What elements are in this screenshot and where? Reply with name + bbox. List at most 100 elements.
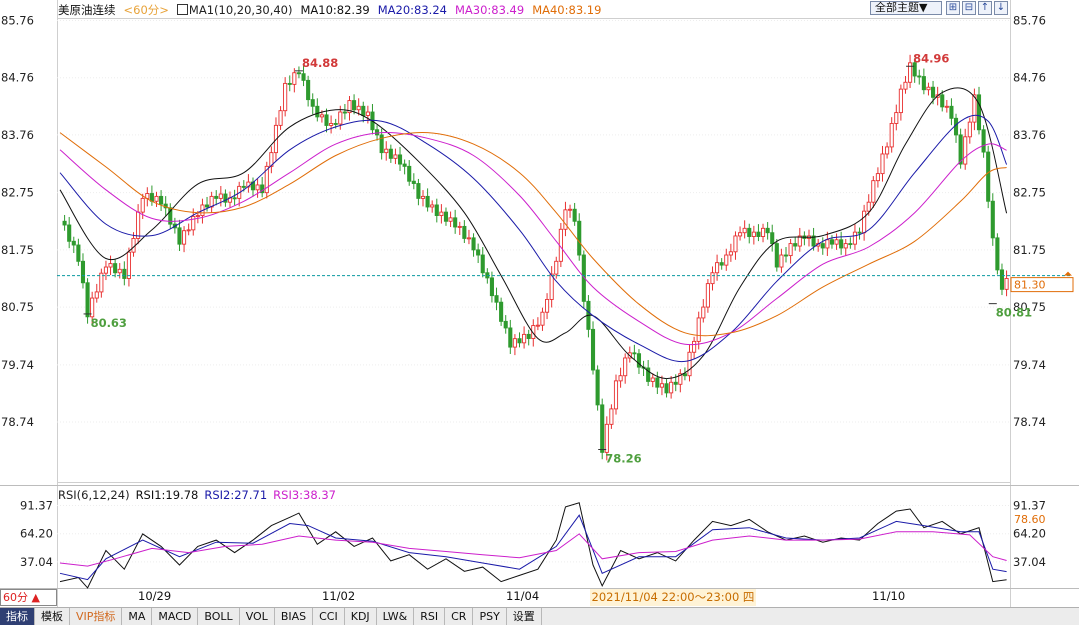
candle-body: [590, 328, 596, 371]
tab-indicators[interactable]: 指标: [0, 608, 35, 625]
candle-body: [310, 99, 315, 107]
candle-body: [388, 148, 393, 159]
high-label: 84.96: [913, 51, 949, 65]
candle-body: [430, 204, 435, 208]
candle-body: [108, 263, 113, 268]
candle-body: [875, 173, 880, 182]
y-tick-label: 84.76: [1, 71, 34, 85]
candle-body: [287, 82, 292, 85]
tab-rsi[interactable]: RSI: [414, 608, 446, 625]
candle-body: [866, 201, 871, 212]
y-tick-label: 82.75: [1, 186, 34, 200]
candle-body: [218, 193, 223, 199]
rsi-current-value: 78.60: [1014, 513, 1046, 526]
candle-body: [508, 327, 513, 348]
y-tick-label: 78.74: [1, 415, 34, 429]
tab-ma[interactable]: MA: [122, 608, 153, 625]
candle-body: [646, 367, 651, 382]
tab-psy[interactable]: PSY: [473, 608, 507, 625]
candle-body: [650, 377, 655, 382]
candle-body: [554, 260, 559, 275]
ma10-value: MA10:82.39: [300, 3, 370, 17]
candle-body: [209, 195, 214, 208]
y-tick-label: 84.76: [1013, 71, 1046, 85]
tab-macd[interactable]: MACD: [152, 608, 199, 625]
candle-body: [99, 272, 104, 293]
theme-select[interactable]: 全部主题▼: [870, 1, 942, 15]
candle-body: [76, 244, 81, 262]
period-button[interactable]: 60分 ▲: [0, 589, 57, 606]
tab-settings[interactable]: 设置: [507, 608, 542, 625]
rsi-tick-label: 91.37: [1013, 499, 1046, 513]
candle-body: [416, 183, 421, 199]
candle-body: [149, 193, 154, 202]
candle-body: [324, 114, 329, 126]
arrow-up-icon[interactable]: ↑: [978, 1, 992, 15]
tab-boll[interactable]: BOLL: [198, 608, 240, 625]
candle-body: [742, 227, 747, 234]
candle-body: [503, 320, 508, 329]
candle-body: [379, 134, 384, 154]
candle-body: [613, 380, 619, 410]
time-label: 11/10: [872, 589, 906, 603]
candle-body: [756, 231, 761, 237]
candle-body: [747, 227, 752, 237]
candle-body: [944, 105, 949, 108]
candle-body: [443, 211, 449, 222]
candle-body: [384, 148, 389, 154]
candle-body: [728, 251, 733, 256]
candle-body: [990, 200, 995, 239]
candle-body: [264, 165, 269, 194]
candle-body: [843, 243, 848, 249]
y-tick-label: 81.75: [1, 243, 34, 257]
candle-body: [540, 311, 545, 326]
current-price-label: 81.30: [1014, 279, 1046, 292]
rsi-params[interactable]: RSI(6,12,24): [58, 488, 130, 502]
candle-body: [839, 239, 844, 249]
candle-body: [182, 230, 187, 245]
current-price-box: [1010, 277, 1074, 293]
candle-body: [894, 112, 899, 124]
candle-body: [857, 231, 862, 234]
candle-body: [655, 377, 660, 388]
rsi1-value: RSI1:19.78: [135, 488, 199, 502]
candle-body: [705, 283, 710, 308]
candle-body: [204, 204, 210, 208]
candle-body: [788, 243, 793, 257]
candle-body: [283, 82, 288, 112]
candle-body: [126, 251, 131, 279]
tab-cr[interactable]: CR: [445, 608, 474, 625]
candle-body: [710, 272, 715, 285]
y-tick-label: 83.76: [1013, 128, 1046, 142]
candle-body: [696, 317, 701, 342]
ma-indicator[interactable]: MA1(10,20,30,40): [176, 3, 293, 17]
tab-bias[interactable]: BIAS: [275, 608, 314, 625]
ma-line-ma30: [59, 131, 1007, 346]
zoom-in-icon[interactable]: ⊞: [946, 1, 960, 15]
candle-body: [526, 333, 531, 339]
candle-body: [563, 209, 568, 230]
candle-body: [738, 232, 743, 237]
candle-body: [522, 333, 527, 344]
candle-body: [154, 195, 159, 202]
candle-body: [269, 152, 274, 167]
tab-template[interactable]: 模板: [35, 608, 70, 625]
tab-lw[interactable]: LW&: [377, 608, 415, 625]
candle-body: [489, 277, 494, 297]
high-label: 84.88: [302, 56, 338, 70]
tab-vol[interactable]: VOL: [240, 608, 275, 625]
candle-body: [917, 75, 922, 78]
arrow-down-icon[interactable]: ↓: [994, 1, 1008, 15]
candle-body: [659, 383, 664, 388]
candle-body: [981, 129, 986, 153]
tab-cci[interactable]: CCI: [313, 608, 345, 625]
candle-body: [715, 262, 720, 274]
candle-body: [926, 86, 931, 91]
candle-body: [829, 239, 835, 245]
tab-kdj[interactable]: KDJ: [345, 608, 377, 625]
zoom-out-icon[interactable]: ⊟: [962, 1, 976, 15]
candle-body: [724, 254, 729, 266]
period-tag: <60分>: [123, 3, 169, 17]
candle-body: [765, 227, 770, 234]
tab-vip[interactable]: VIP指标: [70, 608, 123, 625]
